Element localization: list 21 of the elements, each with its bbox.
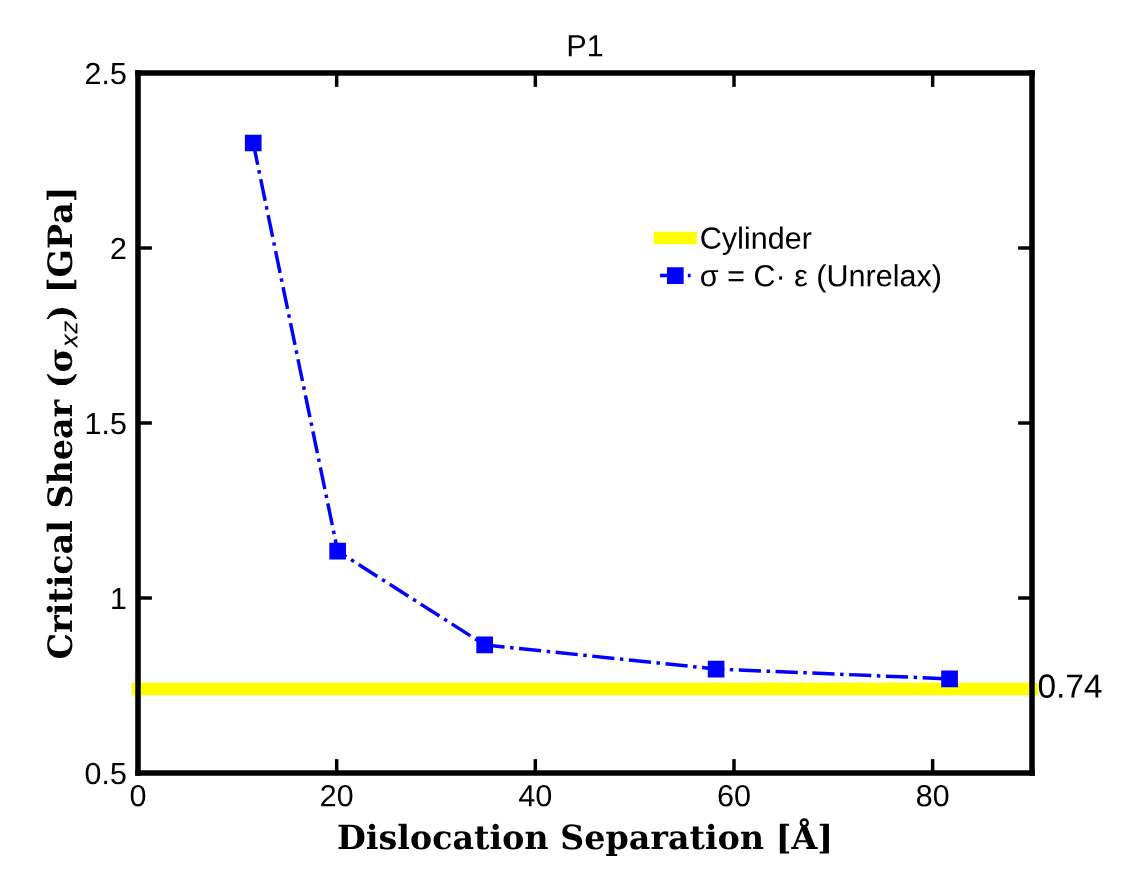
x-tick-label: 40 (519, 784, 552, 807)
y-tick-label: 1.5 (86, 413, 126, 435)
x-axis-title: Dislocation Separation [Å] (338, 818, 829, 857)
x-tick-label: 20 (321, 784, 353, 807)
y-tick-label: 1 (112, 588, 126, 610)
legend-label: Cylinder (701, 226, 812, 255)
y-axis-title: Critical Shear (σ$_{xz}$) [GPa] (46, 190, 78, 659)
point (707, 660, 725, 678)
y-tick-label: 0.5 (85, 762, 126, 785)
point (941, 670, 958, 688)
point (244, 134, 262, 152)
point (476, 636, 494, 654)
point (329, 542, 346, 560)
chart-title: P1 (568, 35, 603, 57)
x-tick-label: 80 (917, 784, 949, 807)
x-tick-label: 0 (130, 784, 146, 807)
x-tick-label: 60 (718, 784, 750, 807)
y-tick-label: 2 (111, 237, 126, 260)
y-tick-label: 2.5 (85, 62, 126, 85)
legend-label: σ = C· ε (Unrelax) (701, 264, 941, 293)
annotation: 0.74 (1038, 674, 1102, 698)
